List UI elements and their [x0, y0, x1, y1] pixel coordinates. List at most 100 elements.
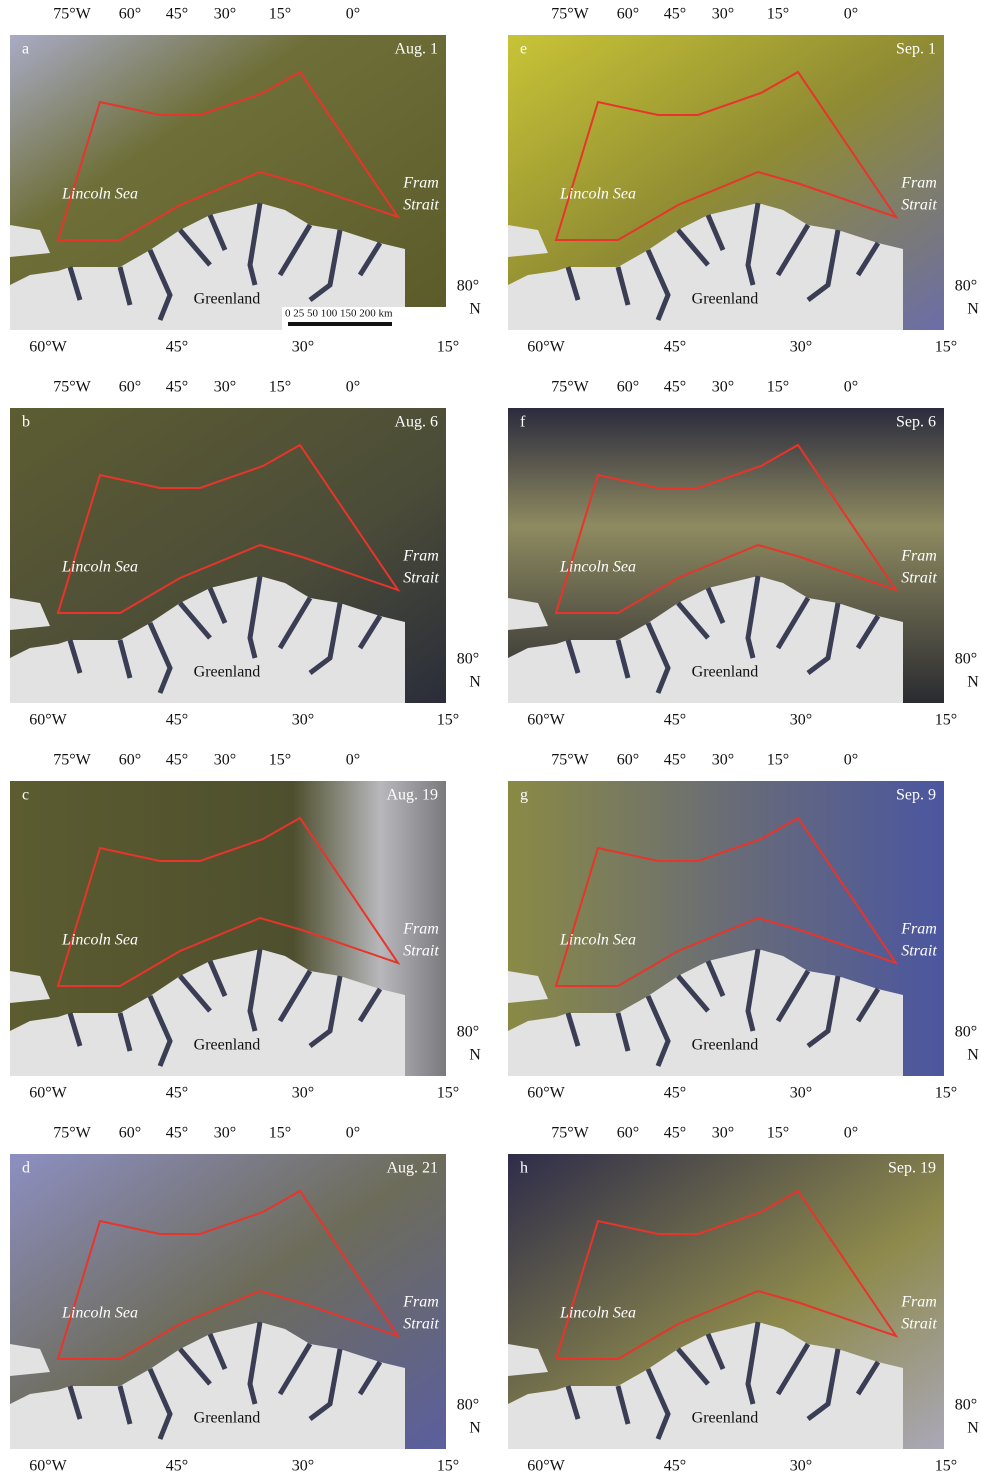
scale-bar [288, 322, 392, 326]
lon-label-bottom: 30° [790, 1085, 812, 1102]
lon-label-top: 45° [166, 379, 188, 396]
lon-label-top: 75°W [551, 6, 589, 23]
lon-label-bottom: 45° [664, 712, 686, 729]
lon-label-bottom: 60°W [527, 1458, 565, 1475]
lon-label-top: 30° [214, 1125, 236, 1142]
map-panel: eSep. 1Lincoln SeaFramStraitGreenland [508, 35, 944, 330]
lon-label-top: 15° [269, 752, 291, 769]
map-panel: dAug. 21Lincoln SeaFramStraitGreenland [10, 1154, 446, 1449]
lon-label-bottom: 45° [664, 1458, 686, 1475]
lat-hemisphere: N [469, 301, 481, 318]
lon-label-top: 30° [712, 379, 734, 396]
sea-label: Lincoln Sea [61, 932, 138, 949]
lon-label-top: 15° [767, 379, 789, 396]
lon-label-bottom: 60°W [527, 339, 565, 356]
lat-hemisphere: N [967, 674, 979, 691]
lon-label-top: 75°W [551, 379, 589, 396]
lon-label-top: 0° [844, 1125, 858, 1142]
panel-date: Aug. 1 [394, 41, 438, 58]
strait-label: Strait [403, 197, 439, 214]
sea-label: Lincoln Sea [559, 1305, 636, 1322]
lon-label-top: 15° [269, 1125, 291, 1142]
panel-letter: b [22, 414, 30, 431]
strait-label: Fram [900, 548, 937, 565]
lon-label-bottom: 60°W [527, 712, 565, 729]
lon-label-top: 75°W [53, 6, 91, 23]
lon-label-bottom: 45° [664, 339, 686, 356]
lon-label-top: 0° [844, 6, 858, 23]
lon-label-top: 75°W [53, 752, 91, 769]
lon-label-top: 45° [664, 752, 686, 769]
lon-label-top: 60° [119, 6, 141, 23]
lon-label-top: 60° [119, 752, 141, 769]
panel-letter: h [520, 1160, 528, 1177]
land-label: Greenland [194, 1410, 261, 1427]
lon-label-bottom: 30° [790, 339, 812, 356]
land-label: Greenland [692, 664, 759, 681]
lon-label-bottom: 60°W [29, 712, 67, 729]
land-label: Greenland [194, 291, 261, 308]
sea-label: Lincoln Sea [559, 186, 636, 203]
strait-label: Fram [402, 175, 439, 192]
land-label: Greenland [692, 1037, 759, 1054]
lon-label-top: 45° [166, 1125, 188, 1142]
lon-label-top: 0° [346, 6, 360, 23]
lon-label-top: 60° [617, 379, 639, 396]
lon-label-bottom: 60°W [527, 1085, 565, 1102]
lon-label-bottom: 60°W [29, 339, 67, 356]
lon-label-bottom: 45° [166, 1085, 188, 1102]
lon-label-bottom: 60°W [29, 1085, 67, 1102]
lon-label-top: 15° [767, 6, 789, 23]
lat-label: 80° [955, 278, 977, 295]
map-panel: gSep. 9Lincoln SeaFramStraitGreenland [508, 781, 944, 1076]
lon-label-top: 30° [712, 752, 734, 769]
strait-label: Fram [402, 548, 439, 565]
land-label: Greenland [194, 664, 261, 681]
lon-label-bottom: 15° [437, 712, 459, 729]
lon-label-top: 15° [767, 1125, 789, 1142]
lon-label-top: 75°W [53, 1125, 91, 1142]
lon-label-top: 60° [617, 752, 639, 769]
lon-label-top: 45° [166, 6, 188, 23]
lon-label-top: 75°W [53, 379, 91, 396]
lon-label-top: 0° [346, 379, 360, 396]
lat-hemisphere: N [967, 301, 979, 318]
lat-hemisphere: N [469, 1047, 481, 1064]
panel-letter: g [520, 787, 528, 804]
lon-label-top: 45° [664, 6, 686, 23]
lon-label-top: 45° [664, 1125, 686, 1142]
map-panel: hSep. 19Lincoln SeaFramStraitGreenland [508, 1154, 944, 1449]
strait-label: Fram [900, 175, 937, 192]
panel-letter: f [520, 414, 526, 431]
lon-label-bottom: 15° [935, 1085, 957, 1102]
lon-label-top: 60° [617, 6, 639, 23]
strait-label: Strait [901, 943, 937, 960]
lon-label-top: 15° [269, 6, 291, 23]
lon-label-bottom: 15° [935, 339, 957, 356]
lon-label-bottom: 15° [437, 339, 459, 356]
lat-hemisphere: N [469, 1420, 481, 1437]
strait-label: Strait [403, 570, 439, 587]
strait-label: Strait [403, 943, 439, 960]
lon-label-top: 15° [767, 752, 789, 769]
sea-label: Lincoln Sea [61, 186, 138, 203]
figure: aAug. 1Lincoln SeaFramStraitGreenland0 2… [0, 0, 981, 1479]
lat-label: 80° [955, 1397, 977, 1414]
panel-date: Sep. 9 [896, 787, 936, 804]
map-panel: cAug. 19Lincoln SeaFramStraitGreenland [10, 781, 446, 1076]
panel-letter: e [520, 41, 527, 58]
lon-label-bottom: 45° [166, 712, 188, 729]
lon-label-top: 0° [346, 752, 360, 769]
lon-label-bottom: 15° [437, 1085, 459, 1102]
sea-label: Lincoln Sea [61, 1305, 138, 1322]
lon-label-top: 45° [664, 379, 686, 396]
lon-label-top: 45° [166, 752, 188, 769]
lat-label: 80° [955, 651, 977, 668]
panel-date: Sep. 19 [888, 1160, 936, 1177]
lon-label-bottom: 45° [166, 1458, 188, 1475]
lat-hemisphere: N [469, 674, 481, 691]
strait-label: Fram [900, 1294, 937, 1311]
lon-label-bottom: 15° [935, 712, 957, 729]
